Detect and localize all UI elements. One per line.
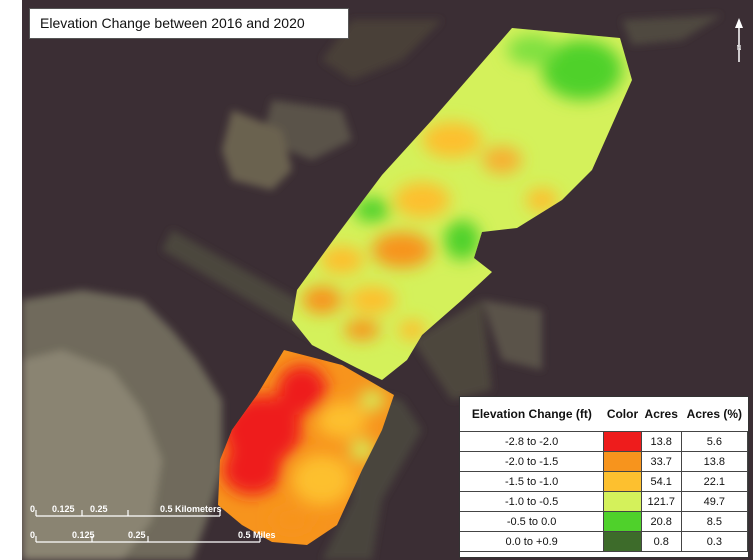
legend-acres: 54.1	[640, 471, 682, 492]
scale-mi-label-1: 0.125	[72, 530, 95, 540]
legend-acres: 33.7	[640, 451, 682, 472]
legend-row: -1.5 to -1.0 54.1 22.1	[460, 471, 749, 492]
legend-color-swatch	[603, 451, 642, 472]
map-imagery	[22, 0, 753, 560]
legend-percent: 0.3	[680, 531, 749, 552]
legend-range: -1.5 to -1.0	[460, 471, 605, 492]
legend-row: -1.0 to -0.5 121.7 49.7	[460, 491, 749, 512]
legend-header-percent: Acres (%)	[686, 407, 743, 421]
legend-header-color: Color	[606, 407, 639, 421]
legend-range: 0.0 to +0.9	[460, 531, 605, 552]
legend-acres: 13.8	[640, 431, 682, 452]
legend-acres: 0.8	[640, 531, 682, 552]
scale-km-label-2: 0.25	[90, 504, 108, 514]
map-title: Elevation Change between 2016 and 2020	[29, 8, 349, 39]
legend-color-swatch	[603, 471, 642, 492]
legend-range: -2.0 to -1.5	[460, 451, 605, 472]
scale-km-label-0: 0	[30, 504, 36, 514]
legend-color-swatch	[603, 491, 642, 512]
legend-row: -0.5 to 0.0 20.8 8.5	[460, 511, 749, 532]
legend-percent: 8.5	[680, 511, 749, 532]
scale-km-label-1: 0.125	[52, 504, 75, 514]
north-arrow-icon: N	[735, 18, 743, 62]
legend-percent: 13.8	[680, 451, 749, 472]
legend-acres: 121.7	[640, 491, 682, 512]
scale-bar: 0 0.125 0.25 0.5 Kilometers 0 0.125 0.25…	[30, 500, 310, 560]
marsh-land	[22, 15, 722, 560]
legend-percent: 22.1	[680, 471, 749, 492]
legend-header-acres: Acres	[644, 407, 678, 421]
legend-percent: 49.7	[680, 491, 749, 512]
aerial-map	[22, 0, 753, 560]
legend-color-swatch	[603, 511, 642, 532]
scale-bar-lines	[35, 510, 261, 543]
scale-km-label-3: 0.5 Kilometers	[160, 504, 222, 514]
legend-range: -2.8 to -2.0	[460, 431, 605, 452]
scale-mi-label-3: 0.5 Miles	[238, 530, 276, 540]
legend-acres: 20.8	[640, 511, 682, 532]
legend-color-swatch	[603, 431, 642, 452]
legend-row: 0.0 to +0.9 0.8 0.3	[460, 531, 749, 552]
legend-range: -1.0 to -0.5	[460, 491, 605, 512]
legend-header-range: Elevation Change (ft)	[471, 407, 592, 421]
legend-range: -0.5 to 0.0	[460, 511, 605, 532]
legend-percent: 5.6	[680, 431, 749, 452]
scale-mi-label-2: 0.25	[128, 530, 146, 540]
legend-header-row: Elevation Change (ft) Color Acres Acres …	[460, 397, 748, 432]
legend-color-swatch	[603, 531, 642, 552]
legend-row: -2.8 to -2.0 13.8 5.6	[460, 431, 749, 452]
legend-table: Elevation Change (ft) Color Acres Acres …	[459, 396, 749, 558]
legend-row: -2.0 to -1.5 33.7 13.8	[460, 451, 749, 472]
scale-mi-label-0: 0	[30, 530, 36, 540]
north-label: N	[736, 44, 741, 52]
